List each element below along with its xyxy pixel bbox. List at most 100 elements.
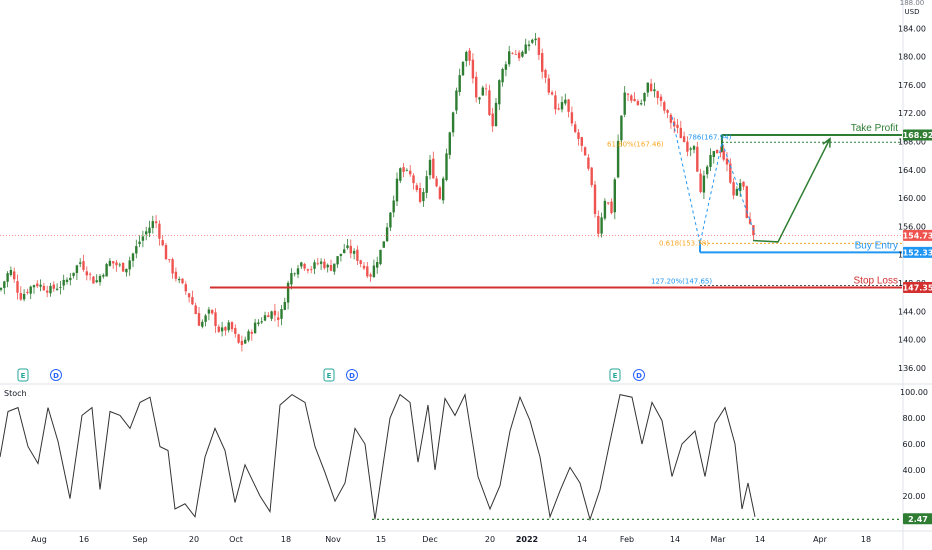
candle-body [547,78,550,93]
top-axis-price-label: 188.00 [900,0,925,7]
time-axis-label: Oct [229,535,243,544]
candle-body [593,184,597,215]
dividend-marker: D [50,369,62,381]
candle-body [725,158,729,165]
candle-body [75,265,79,274]
stoch-axis-label: 80.00 [903,414,926,423]
time-axis-label: Feb [620,535,634,544]
candle-body [237,334,240,343]
svg-text:D: D [349,372,355,380]
time-axis-label: 14 [670,535,680,544]
price-axis[interactable]: 184.00 180.00 176.00 172.00 168.00 164.00 160.… [898,24,926,373]
price-axis-label: 136.00 [898,364,926,373]
candle-body [590,167,593,186]
stop-loss-label: Stop Loss [854,276,898,287]
candle-body [88,273,92,275]
candle-body [108,260,112,266]
price-axis-label: 176.00 [898,81,926,90]
candle-body [293,273,296,275]
candle-body [729,163,732,183]
take-profit-badge: 168.92 [903,129,932,141]
candle-body [636,101,640,105]
candle-body [263,315,267,321]
candle-body [102,274,105,277]
candle-body [95,280,98,283]
candle-body [310,269,313,271]
projection-arrow[interactable] [752,137,831,243]
candle-body [425,176,428,193]
candle-body [399,168,402,181]
candle-body [191,297,194,305]
candle-body [336,256,339,265]
candle-body [82,261,85,270]
candle-body [501,69,504,83]
candle-body [128,260,131,270]
candle-body [412,175,415,184]
candle-body [125,268,128,273]
candle-body [494,102,498,127]
candle-body [580,137,583,146]
candle-body [719,152,722,153]
candle-body [290,273,293,285]
svg-text:152.33: 152.33 [903,248,932,257]
candle-body [352,250,356,254]
svg-text:D: D [636,372,642,380]
earnings-marker: E [609,368,621,382]
time-axis-label: 14 [755,535,765,544]
candle-body [640,103,643,105]
candle-body [29,286,32,294]
candle-body [359,260,362,265]
candle-body [346,245,349,249]
price-axis-label: 164.00 [898,166,926,175]
price-axis-label: 168.00 [898,137,926,146]
candle-body [9,270,13,275]
candle-body [343,249,346,254]
candle-body [669,114,673,123]
stoch-axis[interactable]: 100.00 80.00 60.00 40.00 20.00 [900,388,928,501]
candle-body [630,95,633,101]
candle-body [174,271,178,279]
candle-body [689,148,692,150]
candle-body [484,88,488,90]
candle-body [13,271,16,280]
candle-body [646,82,649,93]
candle-body [171,259,174,274]
candle-body [418,187,422,202]
candle-body [240,340,244,345]
candle-body [461,61,465,76]
time-axis-label: 18 [861,535,871,544]
fibonacci-swing-path [671,116,756,244]
candle-body [722,150,725,160]
candle-body [405,169,409,171]
time-axis[interactable]: Aug 16 Sep 20 Oct 18 Nov 15 Dec 20 2022 14 Feb 14 Mar 1… [31,535,871,544]
candle-body [306,269,310,271]
currency-label: USD [905,8,920,16]
svg-text:147.35: 147.35 [903,284,932,293]
candle-body [699,173,702,192]
candle-body [22,293,26,300]
candle-body [85,271,88,276]
candle-body [52,284,55,289]
candle-body [148,227,151,234]
candle-body [692,146,696,150]
candle-body [270,311,273,319]
candle-body [376,262,379,268]
candle-body [577,132,580,139]
candle-body [448,132,451,155]
candle-body [742,181,745,187]
candle-body [574,124,577,132]
candle-body [385,227,389,242]
stochastic-line [0,392,756,522]
price-axis-label: 160.00 [898,194,926,203]
candle-body [531,39,534,43]
candle-body [557,108,560,110]
earnings-marker: E [17,368,29,382]
candle-body [227,322,230,331]
candle-body [732,182,735,196]
candle-body [686,141,689,152]
candle-body [369,274,372,277]
candle-body [296,268,300,275]
